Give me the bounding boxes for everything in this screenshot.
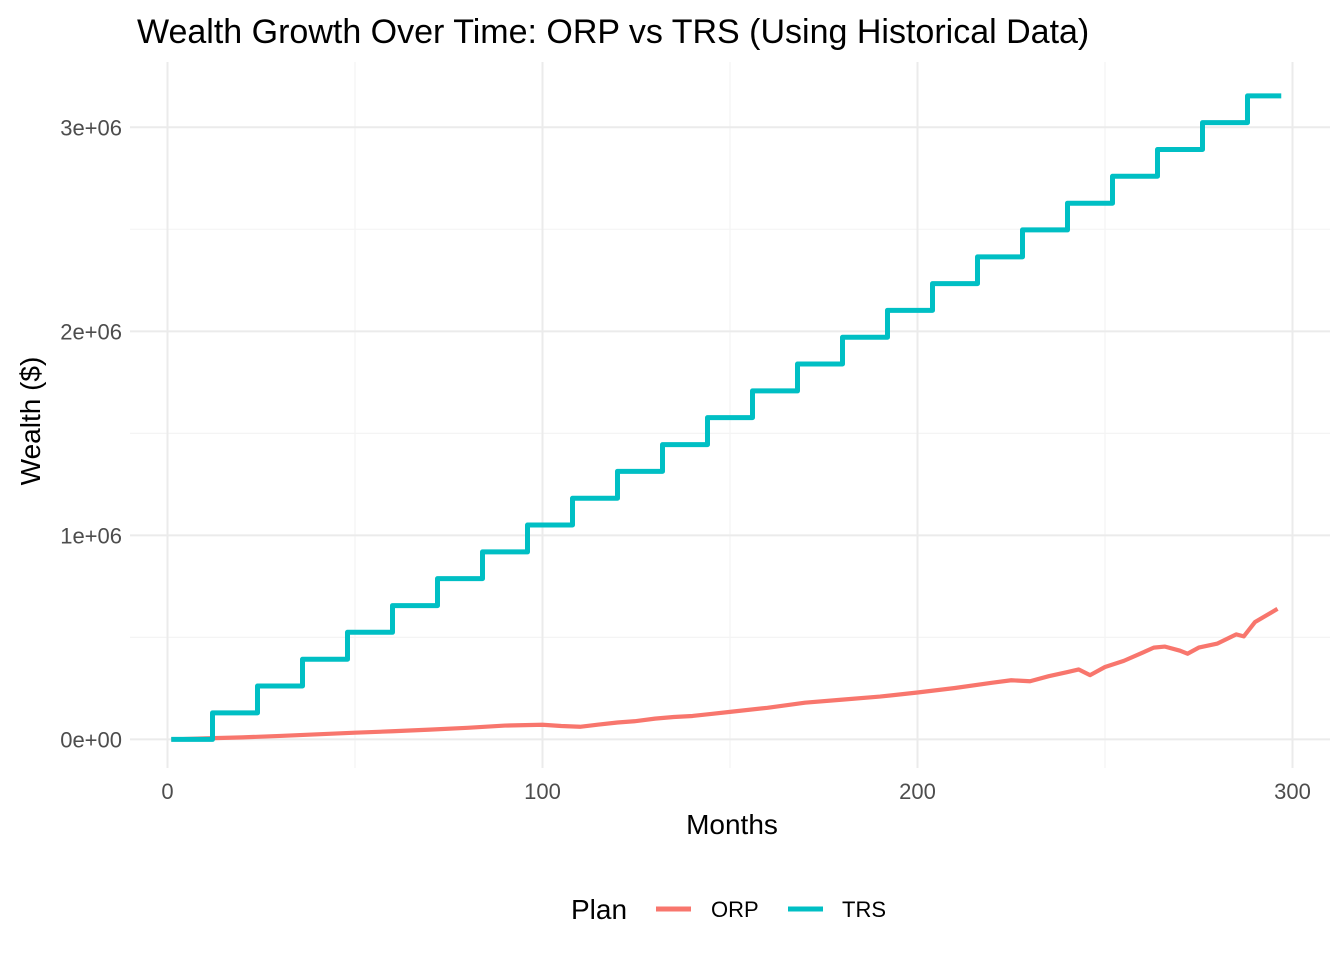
legend: Plan ORP TRS	[571, 894, 886, 925]
legend-title: Plan	[571, 894, 627, 925]
y-tick-label: 0e+00	[60, 727, 122, 752]
legend-label-trs: TRS	[842, 897, 886, 922]
y-tick-label: 3e+06	[60, 115, 122, 140]
x-axis-title: Months	[686, 809, 778, 840]
x-tick-label: 300	[1274, 779, 1311, 804]
series-line-orp	[171, 607, 1279, 742]
x-axis-ticks: 0 100 200 300	[161, 779, 1310, 804]
grid	[130, 62, 1330, 768]
x-tick-label: 100	[524, 779, 561, 804]
y-tick-label: 1e+06	[60, 523, 122, 548]
x-tick-label: 200	[899, 779, 936, 804]
series-layer	[171, 93, 1282, 742]
y-axis-title: Wealth ($)	[15, 357, 46, 486]
y-axis-ticks: 0e+00 1e+06 2e+06 3e+06	[60, 115, 122, 752]
x-tick-label: 0	[161, 779, 173, 804]
legend-label-orp: ORP	[711, 897, 759, 922]
series-line-trs	[171, 93, 1282, 742]
chart-title: Wealth Growth Over Time: ORP vs TRS (Usi…	[137, 13, 1089, 51]
y-tick-label: 2e+06	[60, 319, 122, 344]
